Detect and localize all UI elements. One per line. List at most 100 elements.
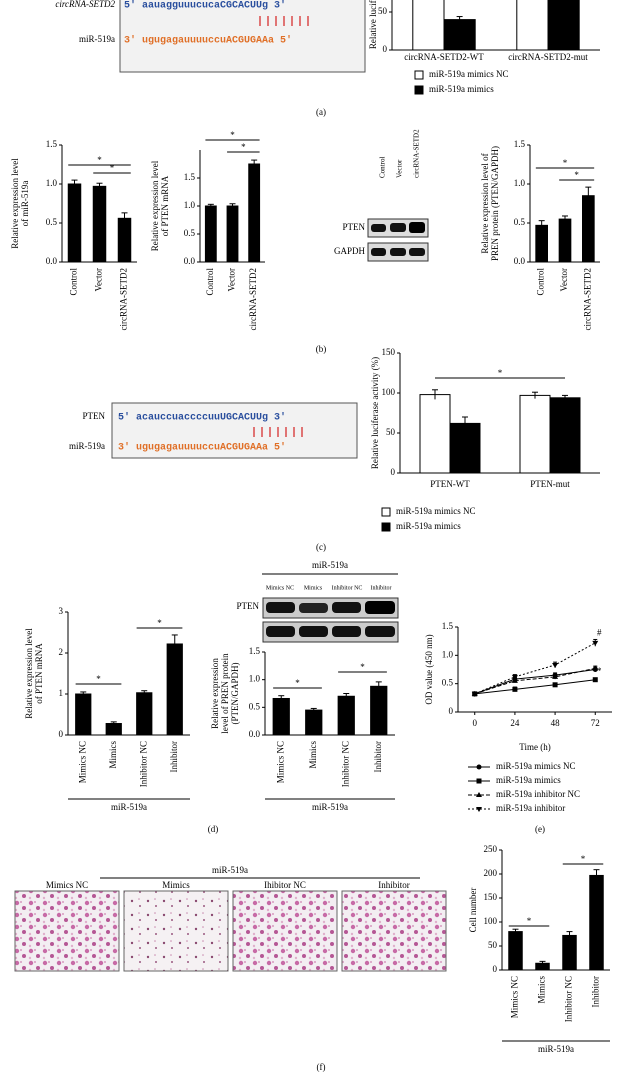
y-tick-label: 1.5 [184,172,196,182]
marker [476,792,482,797]
bar [412,0,445,51]
x-tick-label: 24 [510,718,520,728]
marker [552,662,559,668]
lane-label: circRNA-SETD2 [413,129,421,178]
significance-label: * [230,130,235,140]
micrograph [14,890,120,972]
line [474,642,596,695]
micrograph-label: Mimics NC [46,880,88,890]
x-tick-label: circRNA-SETD2-WT [404,52,484,62]
significance-label: * [527,916,532,926]
x-axis-label: Time (h) [519,742,550,752]
micrograph-header: miR-519a [212,865,248,875]
y-axis-label: of PTEN mRNA [34,643,44,704]
bar [248,163,261,263]
marker [511,674,518,680]
bar [449,422,481,474]
group-label: miR-519a [111,802,147,812]
y-axis-label: (PTEN/GAPDH) [230,662,240,724]
significance-label: * [110,163,115,173]
blot-row-label: PTEN [343,222,366,232]
bar [419,394,451,474]
bar [582,195,595,263]
y-tick-label: 1.5 [46,139,58,149]
y-tick-label: 1.0 [184,200,196,210]
target-label: circRNA-SETD2 [55,0,115,9]
x-tick-label: Inhibitor NC [138,741,148,787]
western-blot [262,597,399,643]
bar [117,217,132,263]
marker [476,807,482,812]
y-tick-label: 200 [484,868,498,878]
significance-label: * [597,666,602,676]
significance-label: * [157,618,162,628]
panel-label: (f) [317,1062,326,1072]
x-tick-label: Control [536,268,546,296]
y-tick-label: 1.5 [442,621,454,631]
y-axis-label: level of PREN protein [220,653,230,734]
y-tick-label: 1.5 [249,646,261,656]
x-tick-label: Vector [227,268,237,292]
y-tick-label: 2 [59,647,64,657]
bar [92,185,107,263]
marker [592,640,599,646]
y-tick-label: 0.0 [249,729,261,739]
group-label: miR-519a [312,802,348,812]
marker [592,677,598,683]
y-axis-label: PREN protein (PTEN/GAPDH) [490,146,500,261]
bar [549,397,581,474]
significance-label: # [597,628,602,638]
y-tick-label: 0 [493,964,498,974]
y-tick-label: 0.0 [514,256,526,266]
panel-label: (d) [208,824,219,834]
y-tick-label: 150 [382,347,396,357]
panel-label: (e) [535,824,545,834]
panel-label: (a) [316,107,326,117]
y-axis-label: Relative expression level of [480,153,490,253]
x-tick-label: Mimics [537,976,547,1004]
legend-label: miR-519a inhibitor [496,803,565,813]
mirna-sequence: 3' ugugagauuuuccuACGUGAAa 5' [124,35,292,47]
y-tick-label: 0 [59,729,64,739]
y-tick-label: 0.5 [442,678,454,688]
lane-label: Vector [396,159,404,178]
y-axis-label: OD value (450 nm) [424,634,434,704]
marker [512,686,518,692]
y-tick-label: 0.5 [184,228,196,238]
x-tick-label: Mimics [108,741,118,769]
y-axis-label: Relative expression level [10,158,20,249]
bar [136,692,153,736]
lane-label: Mimics [304,585,323,591]
micrograph [123,890,229,972]
x-tick-label: 0 [472,718,477,728]
marker [592,665,599,671]
lane-label: Mimics NC [266,585,294,591]
line [474,679,596,695]
legend-swatch [381,507,391,517]
lane-label: Inhibitor NC [332,585,363,591]
pairing-marks [259,16,309,26]
pairing-marks [253,427,303,437]
bar [519,394,551,474]
y-tick-label: 1.0 [442,649,454,659]
bar [305,709,323,736]
x-tick-label: Mimics NC [77,741,87,783]
target-label: PTEN [83,411,106,421]
y-tick-label: 50 [488,940,498,950]
x-tick-label: circRNA-SETD2-mut [508,52,588,62]
legend-label: miR-519a mimics NC [496,761,576,771]
y-axis-label: Relative expression level [24,628,34,719]
line [474,667,596,695]
x-tick-label: Vector [94,268,104,292]
y-tick-label: 250 [484,844,498,854]
y-axis-label: Relative luciferase activity (%) [370,357,380,469]
y-tick-label: 100 [382,387,396,397]
significance-label: * [498,368,503,378]
bar [558,218,572,263]
target-sequence: 5' acauccuaccccuuUGCACUUg 3' [118,412,286,424]
lane-label: Inhibitor [371,585,392,591]
x-tick-label: Vector [559,268,569,292]
marker [552,673,559,679]
sequence-box [111,402,358,459]
